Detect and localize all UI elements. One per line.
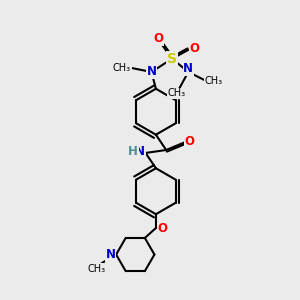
- Text: N: N: [135, 145, 145, 158]
- Text: CH₃: CH₃: [113, 63, 131, 73]
- Text: O: O: [189, 42, 199, 55]
- Text: CH₃: CH₃: [167, 88, 186, 98]
- Text: CH₃: CH₃: [88, 264, 106, 274]
- Text: H: H: [128, 145, 138, 158]
- Text: O: O: [185, 135, 195, 148]
- Text: N: N: [106, 248, 116, 261]
- Text: O: O: [158, 221, 167, 235]
- Text: CH₃: CH₃: [204, 76, 222, 86]
- Text: N: N: [146, 65, 157, 79]
- Text: N: N: [183, 62, 193, 75]
- Text: O: O: [154, 32, 164, 46]
- Text: S: S: [167, 52, 177, 66]
